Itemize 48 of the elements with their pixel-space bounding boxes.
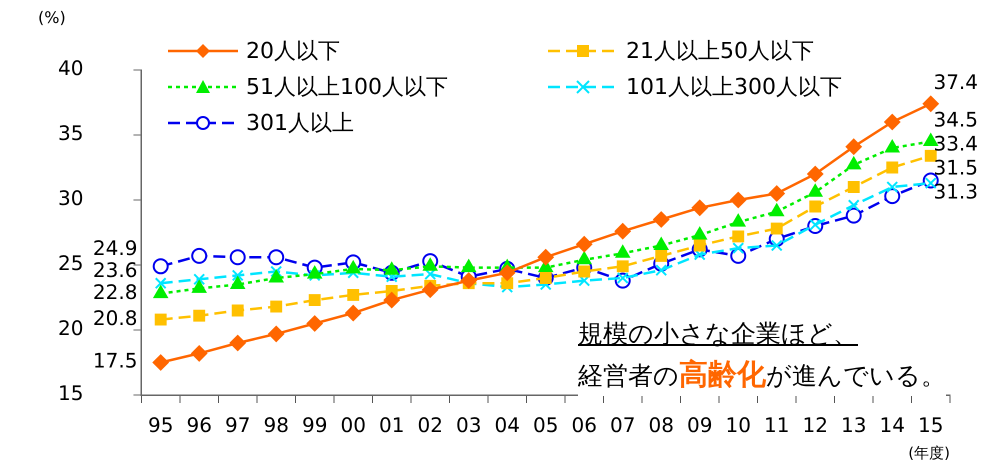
legend-label: 21人以上50人以下	[626, 38, 814, 66]
annotation: が進んでいる。	[766, 361, 946, 390]
data-label: 17.5	[92, 348, 138, 373]
legend-label: 20人以下	[246, 38, 340, 66]
y-tick-label: 40	[58, 56, 84, 80]
data-label: 23.6	[92, 258, 138, 282]
data-label: 34.5	[933, 108, 978, 132]
data-label: 31.3	[933, 180, 978, 204]
x-tick-label: 04	[494, 413, 520, 438]
x-tick-label: 96	[186, 413, 212, 438]
x-tick-label: 01	[378, 413, 404, 438]
x-tick-label: 02	[417, 413, 443, 438]
data-label: 22.8	[92, 280, 138, 304]
data-label: 31.5	[933, 156, 978, 180]
x-tick-label: 95	[148, 413, 174, 438]
annotation: 規模の小さな企業ほど、	[578, 319, 858, 348]
data-label: 37.4	[933, 70, 978, 94]
x-tick-label: 03	[456, 413, 482, 438]
x-tick-label: 15	[918, 413, 944, 438]
x-tick-label: 06	[572, 413, 597, 438]
annotation: 高齢化	[679, 357, 766, 391]
x-axis-title: (年度)	[908, 444, 950, 462]
y-axis-title: (%)	[38, 8, 66, 27]
y-tick-label: 15	[58, 381, 84, 406]
x-tick-label: 12	[802, 413, 828, 438]
x-tick-label: 11	[764, 413, 790, 438]
x-tick-label: 10	[726, 413, 751, 438]
legend-label: 51人以上100人以下	[246, 74, 448, 102]
x-tick-label: 98	[263, 413, 289, 438]
data-label: 20.8	[92, 306, 138, 330]
y-tick-label: 25	[58, 251, 84, 276]
x-tick-label: 09	[687, 413, 712, 438]
annotation: 経営者の	[578, 361, 679, 390]
x-tick-label: 14	[880, 413, 905, 438]
x-tick-label: 99	[302, 413, 328, 438]
data-label: 33.4	[933, 132, 978, 156]
y-tick-label: 30	[58, 186, 84, 210]
x-tick-label: 13	[841, 413, 866, 438]
y-tick-label: 35	[58, 121, 84, 146]
x-tick-label: 00	[340, 413, 366, 438]
legend-label: 101人以上300人以下	[626, 74, 842, 102]
y-tick-label: 20	[58, 316, 84, 340]
data-label: 24.9	[92, 236, 138, 260]
x-tick-label: 97	[224, 413, 250, 438]
x-tick-label: 08	[648, 413, 674, 438]
x-tick-label: 07	[610, 413, 636, 438]
x-tick-label: 05	[533, 413, 558, 438]
legend-label: 301人以上	[246, 110, 354, 138]
